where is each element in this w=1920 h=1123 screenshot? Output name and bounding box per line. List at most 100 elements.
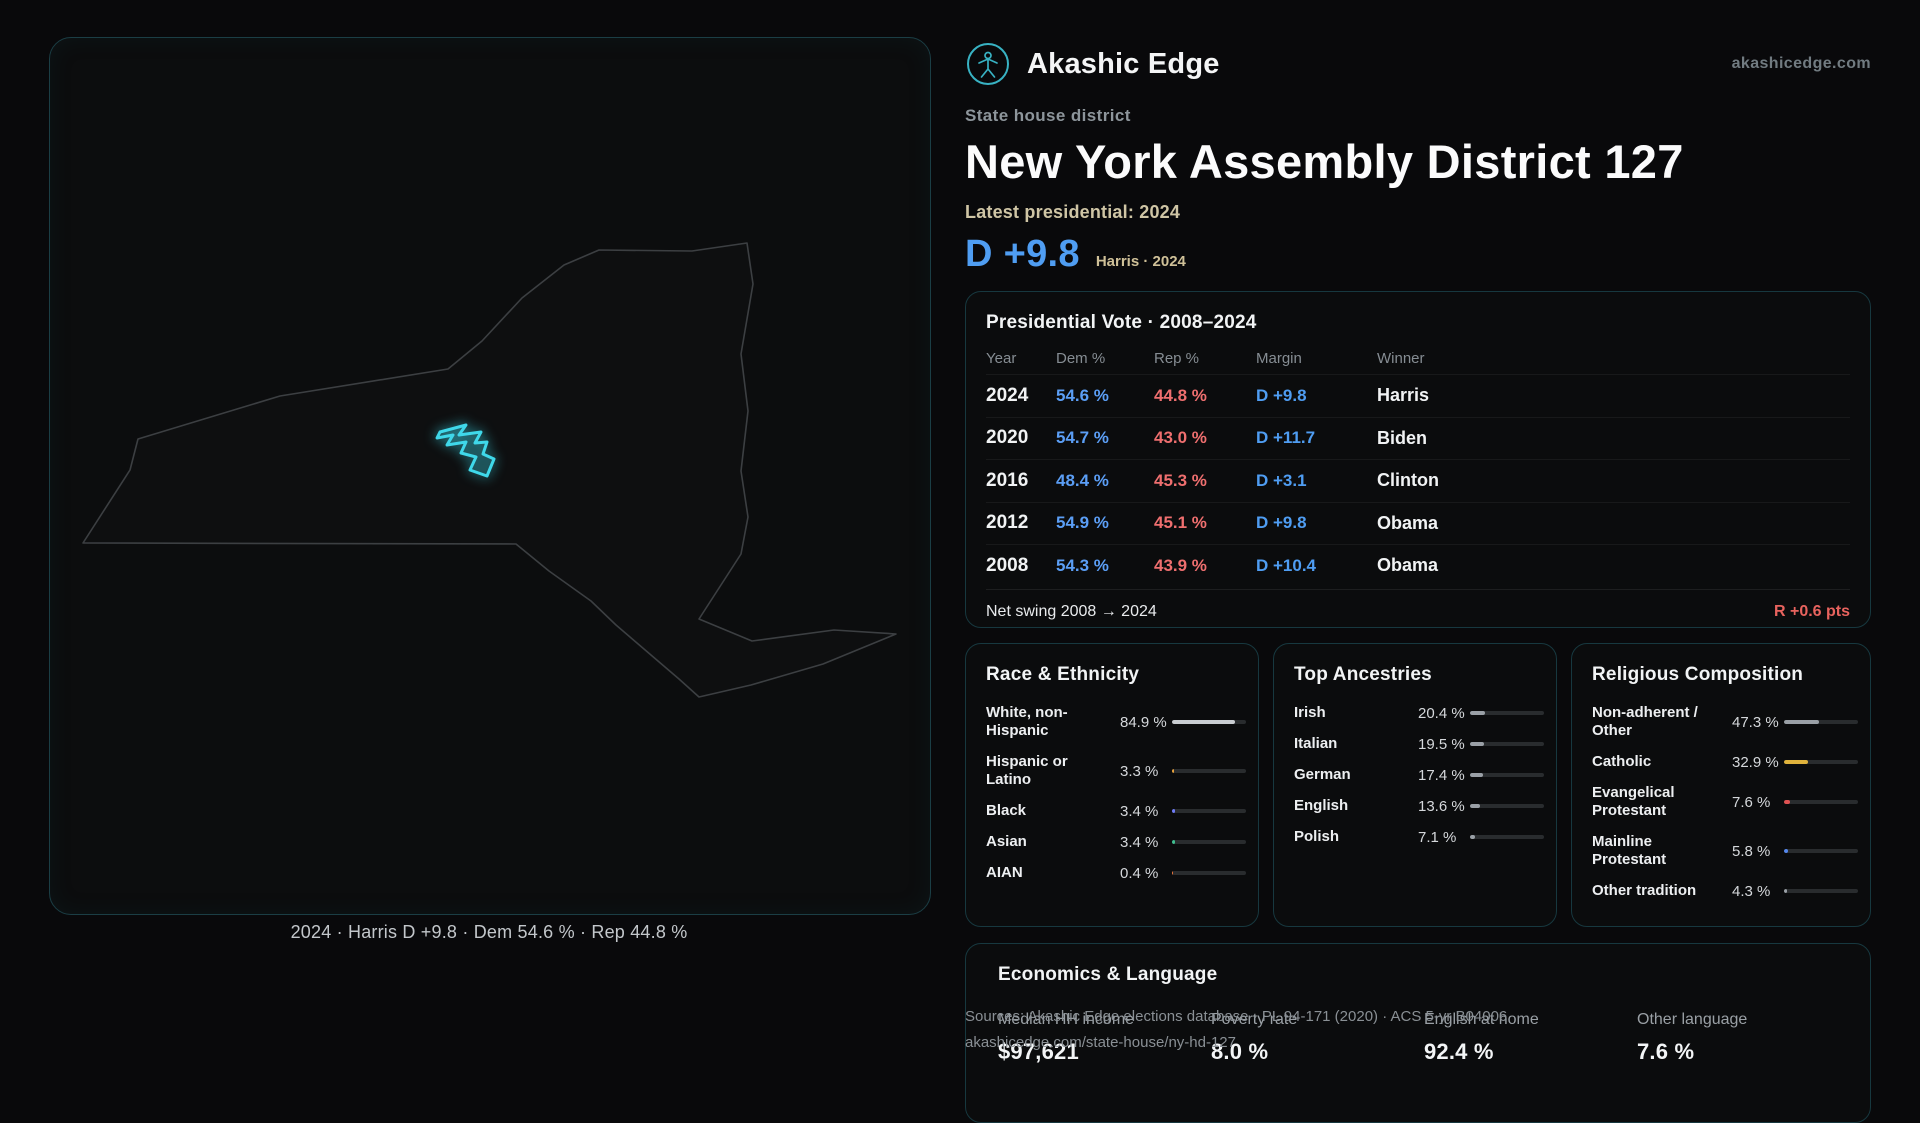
stat-value: 17.4 % — [1418, 766, 1465, 784]
stat-row: Black 3.4 % — [986, 802, 1246, 820]
stat-row: Irish 20.4 % — [1294, 704, 1544, 722]
permalink-link[interactable]: akashicedge.com/state-house/ny-hd-127 — [965, 1033, 1236, 1051]
presidential-vote-card: Presidential Vote · 2008–2024 Year Dem %… — [965, 291, 1871, 629]
stat-value: 7.1 % — [1418, 828, 1457, 846]
stat-value: 47.3 % — [1732, 713, 1779, 731]
net-swing-label: Net swing 2008 → 2024 — [986, 602, 1157, 620]
cell-year: 2024 — [986, 384, 1029, 406]
stat-row: Asian 3.4 % — [986, 833, 1246, 851]
econ-stat: Median HH income $97,621 — [998, 1011, 1211, 1065]
econ-stat: English at home 92.4 % — [1424, 1011, 1637, 1065]
stat-bar — [1784, 800, 1858, 805]
cell-winner: Biden — [1377, 427, 1428, 448]
stat-value: 19.5 % — [1418, 735, 1465, 753]
economics-language-card: Economics & Language Median HH income $9… — [965, 943, 1871, 1123]
stat-bar — [1784, 760, 1858, 765]
stat-label: Italian — [1294, 735, 1338, 753]
cell-rep: 43.9 % — [1154, 555, 1207, 575]
cell-margin: D +9.8 — [1256, 513, 1307, 533]
cell-dem: 54.9 % — [1056, 513, 1109, 533]
map-caption: 2024 · Harris D +9.8 · Dem 54.6 % · Rep … — [290, 922, 688, 942]
stat-bar — [1784, 720, 1858, 725]
stat-bar — [1470, 773, 1544, 778]
stat-value: 3.3 % — [1120, 762, 1159, 780]
stat-bar — [1784, 889, 1858, 894]
table-header-row: Year Dem % Rep % Margin Winner — [986, 342, 1850, 374]
stat-value: 3.4 % — [1120, 833, 1159, 851]
sources-line: Sources: Akashic Edge elections database… — [965, 1008, 1508, 1025]
stat-bar — [1172, 871, 1246, 876]
cell-year: 2012 — [986, 512, 1029, 534]
stat-bar — [1172, 769, 1246, 774]
stat-row: Italian 19.5 % — [1294, 735, 1544, 753]
religious-composition-card: Religious Composition Non-adherent / Oth… — [1571, 643, 1871, 928]
econ-stat-label: Other language — [1637, 1011, 1748, 1029]
econ-stat: Poverty rate 8.0 % — [1211, 1011, 1424, 1065]
card-title: Religious Composition — [1592, 664, 1804, 686]
stat-value: 13.6 % — [1418, 797, 1465, 815]
ny-state-outline — [82, 242, 897, 698]
race-ethnicity-card: Race & Ethnicity White, non-Hispanic 84.… — [965, 643, 1259, 928]
cell-dem: 54.6 % — [1056, 385, 1109, 405]
stat-bar — [1470, 711, 1544, 716]
page-title: New York Assembly District 127 — [965, 135, 1684, 188]
cell-year: 2008 — [986, 554, 1029, 576]
stat-label: German — [1294, 766, 1351, 784]
stat-value: 32.9 % — [1732, 753, 1779, 771]
stat-label: Hispanic or Latino — [986, 753, 1068, 789]
card-title: Race & Ethnicity — [986, 664, 1140, 686]
net-swing-row: Net swing 2008 → 2024 R +0.6 pts — [986, 588, 1850, 636]
stat-value: 5.8 % — [1732, 842, 1771, 860]
presidential-card-title: Presidential Vote · 2008–2024 — [986, 312, 1257, 334]
margin-headline-row: D +9.8 Harris · 2024 — [965, 233, 1871, 276]
cell-margin: D +10.4 — [1256, 555, 1317, 575]
stat-label: Mainline Protestant — [1592, 833, 1667, 869]
stat-bar — [1470, 804, 1544, 809]
stat-bar — [1172, 720, 1246, 725]
stat-row: White, non-Hispanic 84.9 % — [986, 704, 1246, 740]
stat-value: 20.4 % — [1418, 704, 1465, 722]
cell-rep: 45.3 % — [1154, 470, 1207, 490]
margin-note: Harris · 2024 — [1095, 253, 1186, 271]
demographics-row: Race & Ethnicity White, non-Hispanic 84.… — [965, 643, 1871, 928]
stat-bar — [1470, 835, 1544, 840]
stat-row: Non-adherent / Other 47.3 % — [1592, 704, 1858, 740]
stat-row: English 13.6 % — [1294, 797, 1544, 815]
cell-year: 2016 — [986, 469, 1029, 491]
card-title: Top Ancestries — [1294, 664, 1432, 686]
stat-label: Irish — [1294, 704, 1326, 722]
stat-bar — [1172, 809, 1246, 814]
stat-bar — [1784, 849, 1858, 854]
econ-stat: Other language 7.6 % — [1637, 1011, 1850, 1065]
brand-logo-icon — [967, 43, 1009, 85]
stat-label: English — [1294, 797, 1349, 815]
econ-stat-value: 8.0 % — [1211, 1039, 1269, 1065]
stat-row: Evangelical Protestant 7.6 % — [1592, 784, 1858, 820]
cell-rep: 45.1 % — [1154, 513, 1207, 533]
stat-label: Asian — [986, 833, 1027, 851]
cell-winner: Harris — [1377, 385, 1430, 406]
cell-winner: Obama — [1377, 555, 1439, 576]
econ-stat-label: Median HH income — [998, 1011, 1135, 1029]
stat-row: Catholic 32.9 % — [1592, 753, 1858, 771]
card-title: Economics & Language — [998, 964, 1218, 986]
table-row: 2016 48.4 % 45.3 % D +3.1 Clinton — [986, 459, 1850, 502]
econ-stat-value: $97,621 — [998, 1039, 1079, 1065]
site-domain-link[interactable]: akashicedge.com — [1731, 55, 1871, 72]
cell-rep: 44.8 % — [1154, 385, 1207, 405]
economics-stats: Median HH income $97,621 Poverty rate 8.… — [998, 1011, 1850, 1065]
cell-year: 2020 — [986, 427, 1029, 449]
econ-stat-value: 92.4 % — [1424, 1039, 1494, 1065]
stat-label: Evangelical Protestant — [1592, 784, 1675, 820]
econ-stat-label: Poverty rate — [1211, 1011, 1298, 1029]
col-header-dem: Dem % — [1056, 349, 1106, 367]
col-header-rep: Rep % — [1154, 349, 1200, 367]
stat-label: Non-adherent / Other — [1592, 704, 1698, 740]
stat-label: Black — [986, 802, 1027, 820]
new-york-map — [82, 242, 897, 698]
stat-label: Other tradition — [1592, 882, 1697, 900]
stat-label: Polish — [1294, 828, 1340, 846]
district-shape[interactable] — [435, 423, 496, 478]
stat-bar — [1470, 742, 1544, 747]
stat-value: 4.3 % — [1732, 882, 1771, 900]
